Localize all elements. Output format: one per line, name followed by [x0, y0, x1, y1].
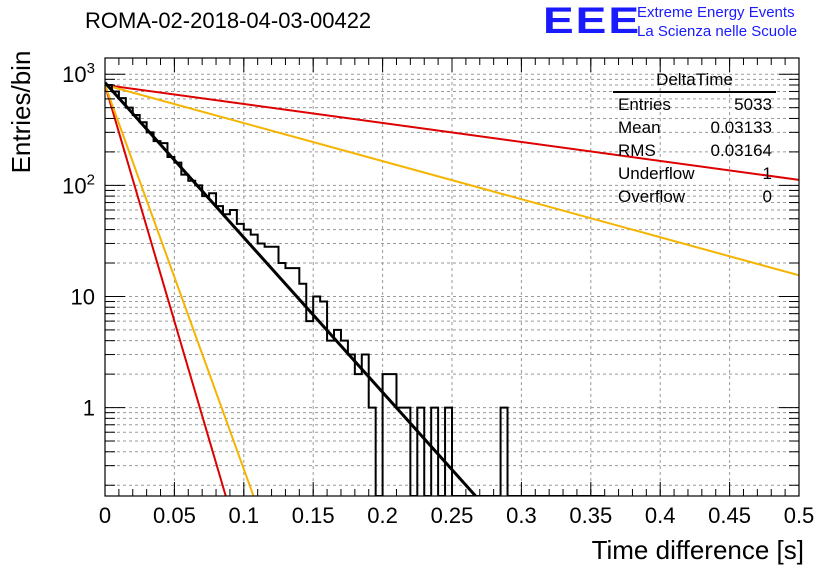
logo-caption-line1: Extreme Energy Events — [637, 4, 795, 21]
stats-row-mean: Mean 0.03133 — [610, 116, 780, 139]
x-tick-label: 0.05 — [153, 503, 196, 528]
stats-row-underflow: Underflow 1 — [610, 162, 780, 185]
chart-title: ROMA-02-2018-04-03-00422 — [85, 8, 372, 33]
x-tick-label: 0.15 — [292, 503, 335, 528]
histogram-bin — [355, 374, 362, 496]
x-tick-label: 0.25 — [431, 503, 474, 528]
x-tick-label: 0.1 — [229, 503, 260, 528]
histogram-bin — [230, 210, 237, 496]
histogram-bin — [285, 268, 292, 496]
series-orange-slow — [105, 84, 799, 277]
histogram-bin — [306, 321, 313, 496]
histogram-bin — [279, 263, 286, 496]
x-tick-label: 0.45 — [708, 503, 751, 528]
stats-value: 0.03133 — [710, 118, 772, 137]
histogram-bin — [258, 243, 265, 496]
histogram-bin — [223, 214, 230, 496]
y-tick-label: 10 — [71, 284, 95, 309]
series-exponential-fit — [105, 81, 477, 496]
histogram-bin — [265, 247, 272, 496]
histogram — [105, 84, 605, 496]
series-orange-fast — [105, 84, 255, 496]
histogram-bin — [174, 163, 181, 496]
histogram-bin — [292, 268, 299, 496]
stats-label: Mean — [618, 118, 661, 137]
y-tick-label: 103 — [62, 60, 95, 87]
histogram-bin — [202, 196, 209, 496]
histogram-bin — [272, 247, 279, 496]
histogram-bin — [251, 235, 258, 496]
x-tick-label: 0.35 — [569, 503, 612, 528]
x-tick-label: 0.5 — [784, 503, 815, 528]
histogram-bin — [119, 98, 126, 496]
histogram-bin — [140, 122, 147, 496]
histogram-bin — [154, 141, 161, 496]
stats-label: Underflow — [618, 164, 695, 183]
stats-label: Overflow — [618, 187, 686, 206]
histogram-bin — [299, 284, 306, 496]
eee-logo: EEE — [543, 0, 642, 42]
x-tick-label: 0.3 — [506, 503, 537, 528]
series-red-fast — [105, 84, 227, 496]
stats-value: 0 — [762, 187, 772, 206]
y-axis-label: Entries/bin — [6, 50, 36, 174]
data-series — [105, 81, 799, 496]
y-tick-label: 102 — [62, 171, 95, 198]
histogram-bin — [216, 206, 223, 496]
stats-row-overflow: Overflow 0 — [610, 185, 780, 208]
stats-title: DeltaTime — [613, 70, 776, 93]
series-red-slow — [105, 84, 799, 181]
stats-label: RMS — [618, 141, 656, 160]
stats-value: 0.03164 — [710, 141, 772, 160]
histogram-outline — [105, 84, 605, 496]
stats-row-rms: RMS 0.03164 — [610, 139, 780, 162]
histogram-bin — [167, 157, 174, 496]
grid-lines — [105, 58, 799, 496]
y-tick-label: 1 — [83, 396, 95, 421]
stats-box: DeltaTime Entries 5033 Mean 0.03133 RMS … — [610, 70, 780, 208]
stats-value: 1 — [762, 164, 772, 183]
histogram-bin — [105, 85, 112, 496]
stats-label: Entries — [618, 95, 671, 114]
histogram-bin — [181, 175, 188, 496]
histogram-bin — [244, 230, 251, 496]
histogram-bin — [390, 374, 397, 496]
histogram-bin — [188, 181, 195, 496]
x-tick-label: 0.4 — [645, 503, 676, 528]
stats-value: 5033 — [734, 95, 772, 114]
x-axis-label: Time difference [s] — [591, 535, 804, 565]
axes: 0 0.05 0.1 0.15 0.2 0.25 0.3 0.35 0.4 0.45 0.51101… — [62, 57, 815, 528]
stats-row-entries: Entries 5033 — [610, 93, 780, 116]
x-tick-label: 0.2 — [367, 503, 398, 528]
x-tick-label: 0 — [99, 503, 111, 528]
logo-caption-line2: La Scienza nelle Scuole — [637, 23, 798, 40]
